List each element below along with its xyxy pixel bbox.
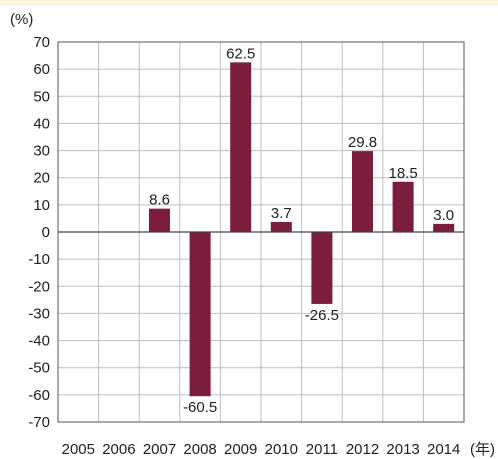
x-tick-label: 2009 [224,441,257,458]
y-tick-label: 20 [33,170,50,187]
y-tick-label: 70 [33,34,50,51]
x-tick-label: 2014 [427,441,460,458]
data-label-2014: 3.0 [433,207,454,224]
y-tick-label: -30 [28,305,50,322]
x-unit-label: (年) [470,441,495,458]
x-tick-label: 2008 [183,441,216,458]
bar-2013 [392,181,414,232]
y-tick-label: -50 [28,360,50,377]
y-tick-label: -60 [28,387,50,404]
bar-2008 [189,232,211,397]
bar-2014 [433,223,455,232]
x-tick-label: 2013 [386,441,419,458]
plot-frame [57,41,465,423]
x-tick-label: 2006 [102,441,135,458]
bars [149,62,455,397]
y-tick-label: -70 [28,414,50,431]
y-tick-label: -10 [28,251,50,268]
y-tick-label: -40 [28,333,50,350]
y-axis-ticks: 70 60 50 40 30 20 10 0 -10 -20 -30 -40 -50 -60 -70 [28,34,50,431]
data-label-2011: -26.5 [305,307,339,324]
y-tick-label: 10 [33,197,50,214]
y-tick-label: -20 [28,278,50,295]
bar-2010 [270,221,292,232]
y-tick-label: 40 [33,115,50,132]
top-band [0,0,498,6]
data-label-2008: -60.5 [183,399,217,416]
data-label-2013: 18.5 [388,165,417,182]
bar-2007 [149,208,170,232]
x-tick-label: 2010 [265,441,298,458]
x-tick-label: 2005 [62,441,95,458]
data-labels: 8.6 -60.5 62.5 3.7 -26.5 29.8 18.5 3.0 [149,45,454,416]
bar-2011 [311,232,333,304]
data-label-2010: 3.7 [271,205,292,222]
data-label-2012: 29.8 [348,134,377,151]
bar-2012 [352,151,373,232]
y-tick-label: 0 [42,224,50,241]
bar-2009 [230,62,252,232]
y-tick-label: 50 [33,88,50,105]
y-unit-label: (%) [10,11,33,28]
data-label-2009: 62.5 [226,45,255,62]
x-tick-label: 2011 [306,441,338,458]
data-label-2007: 8.6 [149,192,170,209]
y-tick-label: 60 [33,61,50,78]
y-tick-label: 30 [33,143,50,160]
x-tick-label: 2012 [346,441,379,458]
x-tick-label: 2007 [143,441,176,458]
x-axis-ticks: 2005 2006 2007 2008 2009 2010 2011 2012 2013 2014 [62,441,461,458]
